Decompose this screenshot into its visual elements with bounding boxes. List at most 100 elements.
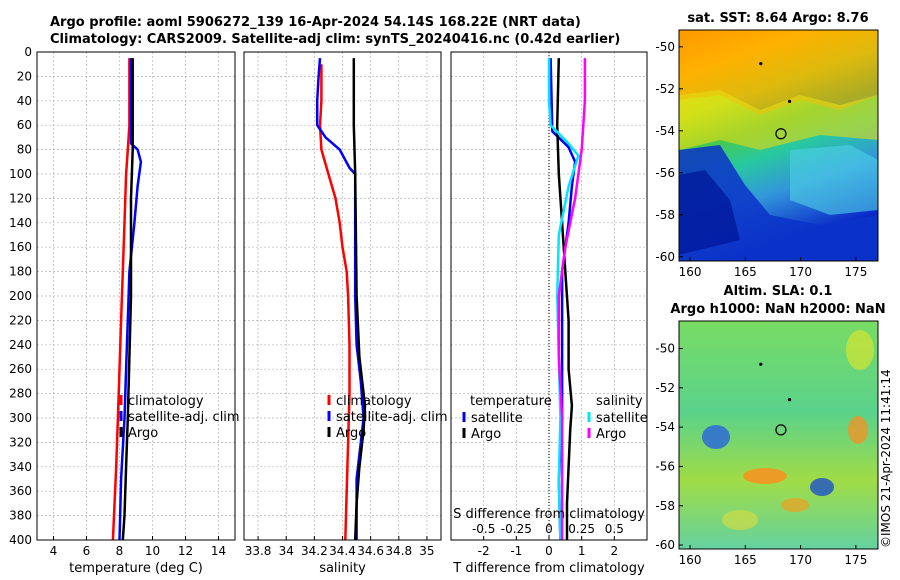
legend-label: satellite (596, 411, 648, 426)
sla-blue-spot (810, 478, 834, 496)
x-tick-label: 8 (116, 544, 124, 558)
x-tick-label: 165 (734, 265, 757, 279)
x-tick-label: 160 (679, 265, 702, 279)
secondary-x-axis-label: S difference from climatology (453, 507, 645, 522)
x-tick-label: 12 (178, 544, 193, 558)
series-line-climatology (318, 64, 351, 541)
x-axis-label: T difference from climatology (452, 561, 645, 576)
figure-title-line1: Argo profile: aoml 5906272_139 16-Apr-20… (50, 15, 581, 30)
x-tick-label: -2 (478, 544, 490, 558)
y-tick-label: 160 (9, 240, 32, 254)
x-axis-label: salinity (319, 561, 366, 576)
sla-orange-spot (848, 416, 868, 444)
y-tick-label: -58 (655, 499, 675, 513)
legend-label: satellite-adj. clim (336, 410, 448, 425)
sst-map-frame (678, 29, 879, 262)
legend-label: Argo (596, 427, 626, 442)
y-tick-label: 280 (9, 387, 32, 401)
x-tick-label: 35 (419, 544, 434, 558)
sst-map-title: sat. SST: 8.64 Argo: 8.76 (687, 11, 868, 26)
x-axis-label: temperature (deg C) (69, 561, 203, 576)
sla-map-axes: 160 165 170 175 -50 -52 -54 -56 -58 -60 (655, 342, 867, 567)
series-line-s-satellite (547, 58, 580, 541)
difference-panel: -2 -1 0 1 2 T difference from climatology temp… (450, 51, 648, 576)
y-tick-label: 260 (9, 362, 32, 376)
y-tick-label: 120 (9, 191, 32, 205)
y-tick-label: 380 (9, 509, 32, 523)
salinity-panel: 33.8 34 34.2 34.4 34.6 34.8 35 salinity climatol… (243, 51, 448, 576)
y-tick-label: 140 (9, 216, 32, 230)
y-tick-label: -60 (655, 250, 675, 264)
float-track-dot (787, 99, 792, 103)
argo-position-circle (775, 128, 787, 140)
series-line-argo (121, 58, 134, 541)
x-tick-label: 34.4 (329, 544, 356, 558)
sst-cyan-region (790, 145, 878, 215)
series-line-satellite-adj-clim (118, 58, 143, 541)
legend-title-temperature: temperature (470, 394, 552, 409)
series-line-climatology (111, 58, 131, 541)
float-track-dot (759, 62, 763, 66)
sla-orange-spot (781, 498, 809, 512)
float-track-dot (759, 362, 763, 366)
x-tick-label: 34.8 (385, 544, 412, 558)
y-tick-label: 340 (9, 460, 32, 474)
sla-orange-spot (743, 468, 787, 484)
legend-label: satellite (471, 411, 523, 426)
legend-label: climatology (336, 394, 412, 409)
legend-title-salinity: salinity (596, 394, 643, 409)
x-tick-label: 10 (145, 544, 160, 558)
x-tick-label: 175 (844, 265, 867, 279)
sla-map-subtitle: Argo h1000: NaN h2000: NaN (670, 302, 885, 317)
imos-credit: ©IMOS 21-Apr-2024 11:41:14 (879, 369, 893, 548)
y-tick-label: 180 (9, 265, 32, 279)
y-tick-label: 40 (17, 94, 32, 108)
s-tick-label: 0 (545, 522, 553, 536)
sst-warm-region (679, 30, 878, 115)
x-tick-label: 160 (679, 553, 702, 567)
x-tick-label: 14 (211, 544, 226, 558)
y-tick-label: 100 (9, 167, 32, 181)
y-tick-label: -56 (655, 166, 675, 180)
y-tick-label: -50 (655, 40, 675, 54)
sla-map-markers (759, 362, 792, 436)
x-tick-label: 6 (83, 544, 91, 558)
s-tick-label: 0.25 (568, 522, 595, 536)
legend-label: satellite-adj. clim (128, 410, 240, 425)
x-tick-label: 34 (279, 544, 294, 558)
sla-yellow-spot (846, 330, 874, 370)
x-tick-label: 170 (789, 265, 812, 279)
x-tick-label: 33.8 (245, 544, 272, 558)
sst-yellow-region (679, 90, 878, 150)
x-tick-label: 2 (611, 544, 619, 558)
s-tick-label: -0.25 (501, 522, 532, 536)
x-tick-label: 1 (578, 544, 586, 558)
x-tick-label: 34.6 (357, 544, 384, 558)
s-tick-label: -0.5 (472, 522, 495, 536)
sla-blue-spot (702, 425, 730, 449)
x-tick-label: 170 (789, 553, 812, 567)
y-tick-label: -52 (655, 82, 675, 96)
sst-map-markers (759, 62, 792, 140)
x-tick-label: -1 (510, 544, 522, 558)
y-tick-label: -50 (655, 342, 675, 356)
x-tick-label: 165 (734, 553, 757, 567)
x-tick-label: 175 (844, 553, 867, 567)
y-tick-label: 20 (17, 69, 32, 83)
y-tick-label: 0 (24, 45, 32, 59)
x-tick-label: 0 (545, 544, 553, 558)
series-line-s-argo (557, 58, 587, 540)
series-line-argo (352, 58, 367, 541)
y-tick-label: -54 (655, 420, 675, 434)
temperature-panel: 4 6 8 10 12 140204060801001201401601802002202… (9, 45, 240, 576)
y-tick-label: 240 (9, 338, 32, 352)
series-line-t-argo (555, 58, 574, 540)
sla-map-frame (678, 320, 879, 550)
y-tick-label: 60 (17, 118, 32, 132)
float-track-dot (787, 398, 792, 402)
argo-position-circle (775, 424, 787, 436)
y-tick-label: 220 (9, 313, 32, 327)
figure-title-line2: Climatology: CARS2009. Satellite-adj cli… (50, 32, 621, 47)
legend-label: Argo (471, 427, 501, 442)
